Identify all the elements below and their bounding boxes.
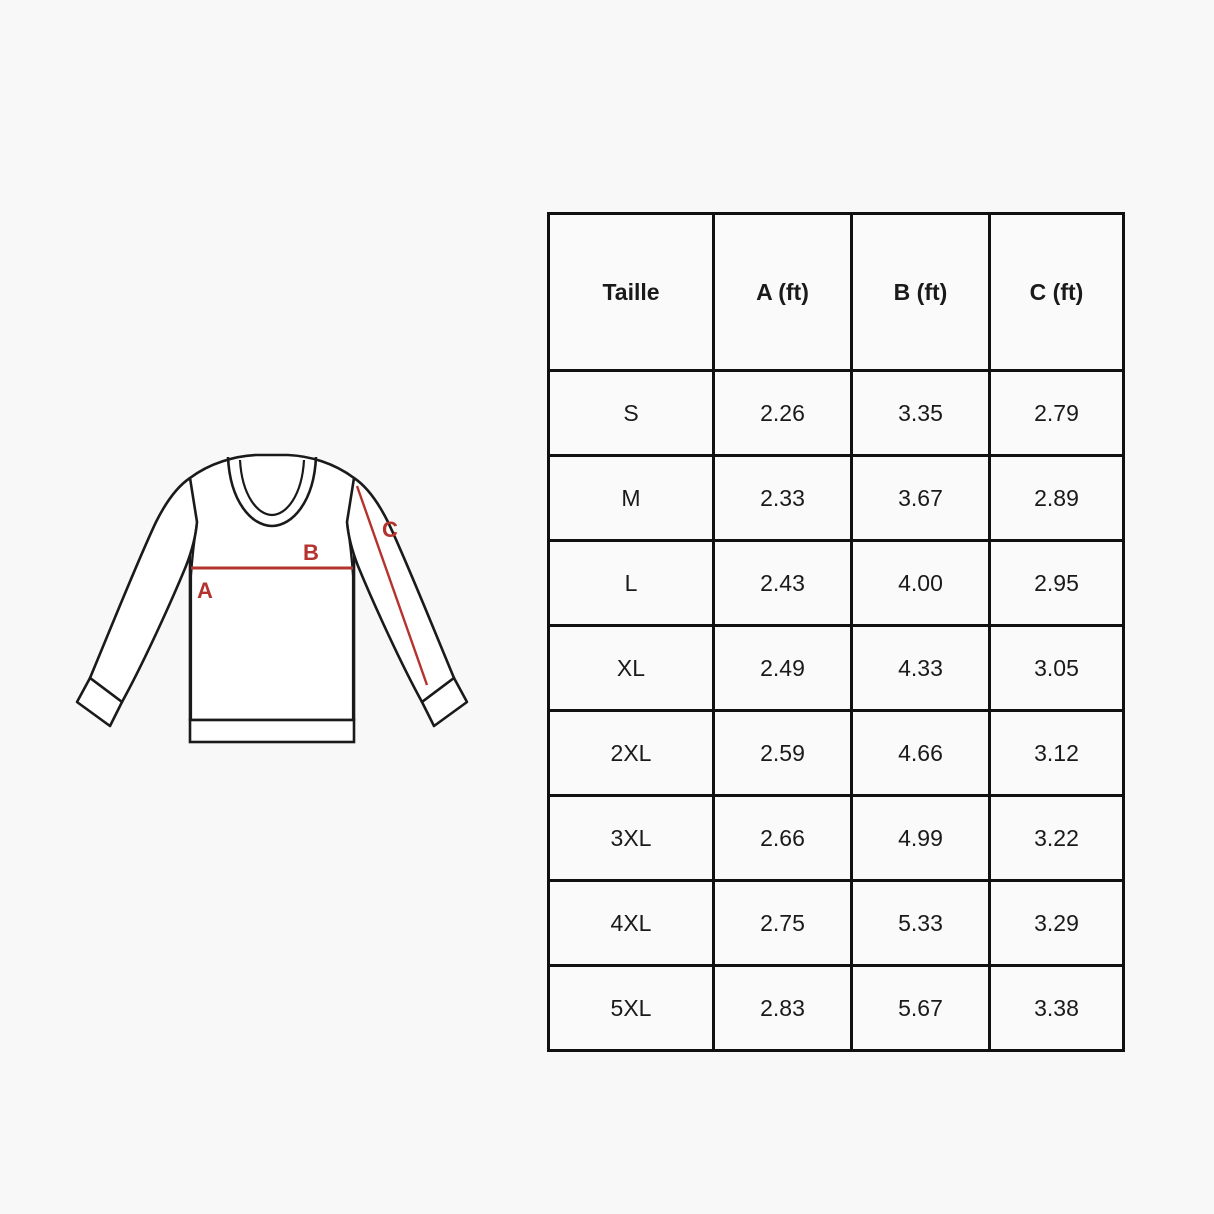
measure-line-c	[355, 485, 429, 686]
header-b: B (ft)	[850, 212, 991, 372]
left-armhole-seam	[189, 521, 199, 720]
cell-c: 2.89	[988, 454, 1125, 542]
cell-b: 3.67	[850, 454, 991, 542]
right-sleeve	[345, 476, 456, 704]
cell-size: 5XL	[547, 964, 715, 1052]
cell-size: 3XL	[547, 794, 715, 882]
cell-a: 2.26	[712, 369, 853, 457]
sweatshirt-line-drawing: A B C	[75, 453, 469, 744]
cell-b: 4.66	[850, 709, 991, 797]
header-taille: Taille	[547, 212, 715, 372]
cell-size: 4XL	[547, 879, 715, 967]
cell-b: 5.33	[850, 879, 991, 967]
size-table-container: Taille A (ft) B (ft) C (ft) S 2.26 3.35 …	[547, 212, 1125, 1052]
garment-illustration: A B C	[60, 430, 480, 770]
cell-b: 5.67	[850, 964, 991, 1052]
table-row: 4XL 2.75 5.33 3.29	[547, 879, 1125, 967]
right-armhole-seam	[345, 521, 355, 720]
cell-a: 2.33	[712, 454, 853, 542]
left-sleeve	[88, 476, 199, 704]
garment-body-outline	[188, 453, 356, 722]
table-row: S 2.26 3.35 2.79	[547, 369, 1125, 457]
cell-size: L	[547, 539, 715, 627]
header-a: A (ft)	[712, 212, 853, 372]
cell-a: 2.59	[712, 709, 853, 797]
table-header-row: Taille A (ft) B (ft) C (ft)	[547, 212, 1125, 372]
measure-label-b: B	[303, 540, 319, 565]
table-row: 2XL 2.59 4.66 3.12	[547, 709, 1125, 797]
cell-b: 4.00	[850, 539, 991, 627]
cell-c: 3.38	[988, 964, 1125, 1052]
measure-label-a: A	[197, 578, 213, 603]
cell-b: 4.33	[850, 624, 991, 712]
table-row: 3XL 2.66 4.99 3.22	[547, 794, 1125, 882]
cell-c: 3.22	[988, 794, 1125, 882]
cell-size: 2XL	[547, 709, 715, 797]
table-row: M 2.33 3.67 2.89	[547, 454, 1125, 542]
size-chart-table: Taille A (ft) B (ft) C (ft) S 2.26 3.35 …	[547, 212, 1125, 1052]
cell-c: 2.95	[988, 539, 1125, 627]
neckline-inner	[238, 459, 306, 517]
cell-c: 2.79	[988, 369, 1125, 457]
table-row: XL 2.49 4.33 3.05	[547, 624, 1125, 712]
cell-a: 2.83	[712, 964, 853, 1052]
cell-b: 4.99	[850, 794, 991, 882]
right-cuff	[420, 676, 469, 728]
cell-c: 3.05	[988, 624, 1125, 712]
hem-band	[188, 718, 356, 744]
cell-size: S	[547, 369, 715, 457]
neckline-outer	[226, 456, 318, 528]
cell-a: 2.43	[712, 539, 853, 627]
table-row: L 2.43 4.00 2.95	[547, 539, 1125, 627]
cell-c: 3.29	[988, 879, 1125, 967]
table-row: 5XL 2.83 5.67 3.38	[547, 964, 1125, 1052]
header-c: C (ft)	[988, 212, 1125, 372]
cell-size: M	[547, 454, 715, 542]
cell-b: 3.35	[850, 369, 991, 457]
cell-a: 2.66	[712, 794, 853, 882]
measure-label-c: C	[382, 517, 398, 542]
left-cuff	[75, 676, 124, 728]
cell-c: 3.12	[988, 709, 1125, 797]
cell-a: 2.75	[712, 879, 853, 967]
cell-size: XL	[547, 624, 715, 712]
cell-a: 2.49	[712, 624, 853, 712]
